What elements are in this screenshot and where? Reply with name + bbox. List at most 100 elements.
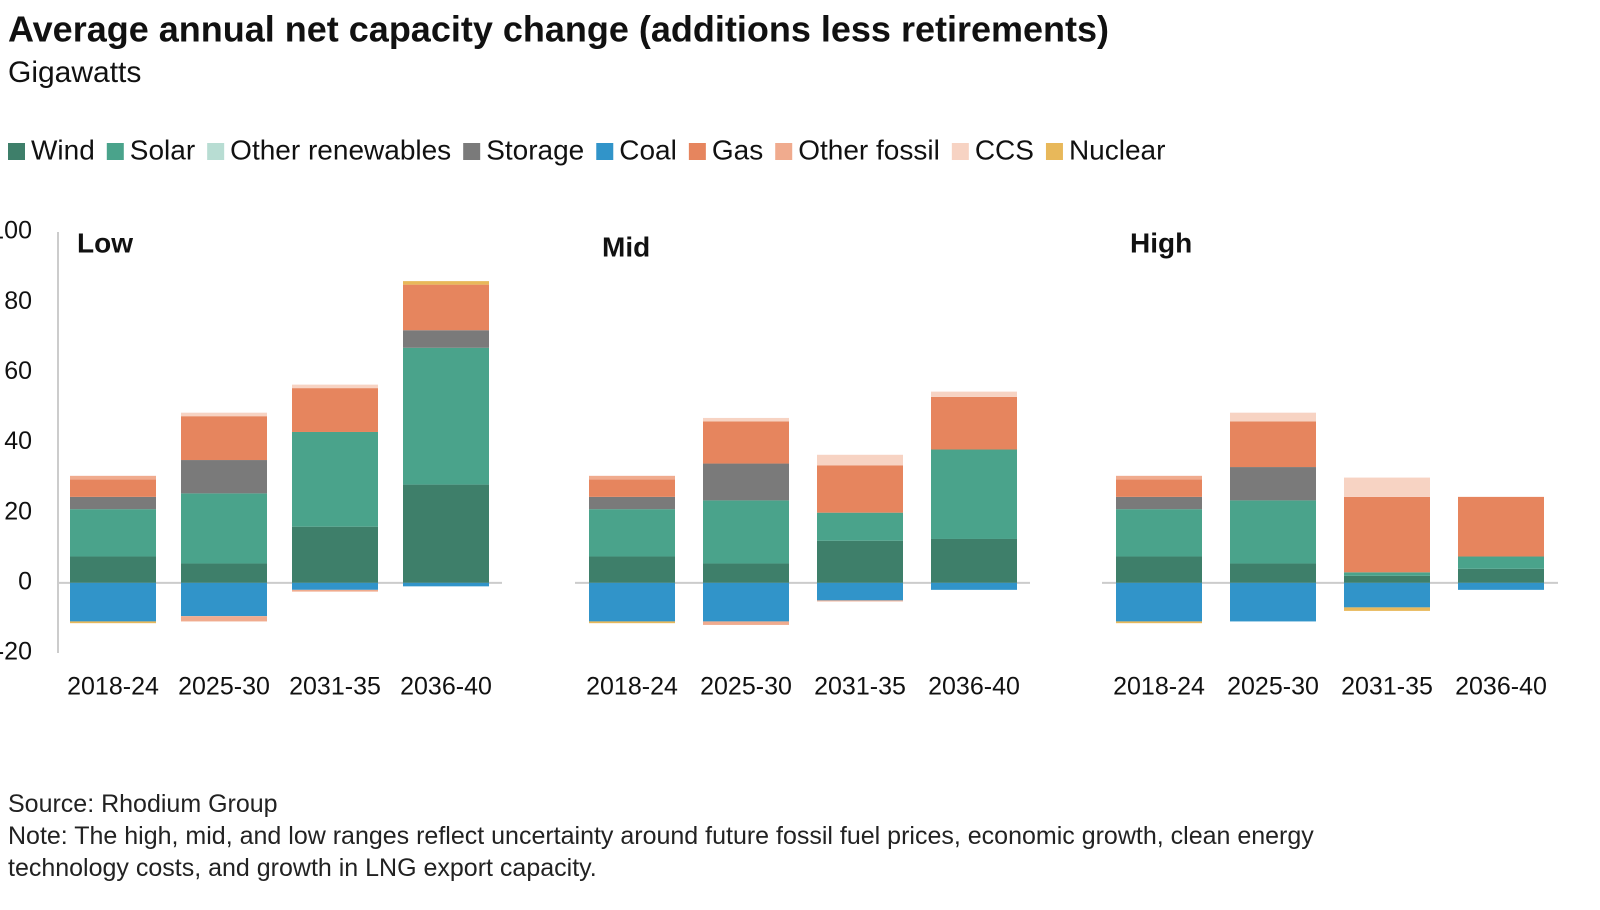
bar-segment [181, 412, 267, 417]
bar-segment [292, 582, 378, 590]
bar-segment [70, 475, 156, 480]
bar-segment [70, 509, 156, 557]
x-tick-label: 2031-35 [289, 673, 381, 701]
bar-segment [589, 479, 675, 497]
legend-label: Solar [130, 134, 195, 165]
bar-segment [403, 347, 489, 485]
bar-segment [70, 621, 156, 624]
bar-segment [817, 512, 903, 541]
bar-segment [292, 431, 378, 527]
bar-segment [181, 416, 267, 461]
bar-segment [403, 284, 489, 331]
bar-segment [931, 582, 1017, 590]
x-tick-label: 2036-40 [1455, 673, 1547, 701]
x-tick-label: 2031-35 [814, 673, 906, 701]
x-tick-label: 2025-30 [1227, 673, 1319, 701]
bar-segment [1116, 556, 1202, 583]
legend-swatch [596, 143, 614, 160]
x-tick-label: 2036-40 [400, 673, 492, 701]
legend-label: CCS [975, 134, 1034, 165]
legend-label: Coal [619, 134, 677, 165]
bar-segment [1344, 496, 1430, 573]
legend-swatch [106, 143, 124, 160]
bar-segment [931, 396, 1017, 450]
y-tick-label: 0 [18, 567, 32, 595]
bar-segment [70, 582, 156, 622]
bar-segment [1344, 607, 1430, 611]
note: Note: The high, mid, and low ranges refl… [8, 822, 1314, 882]
bar-segment [1458, 568, 1544, 583]
bar-segment [292, 384, 378, 389]
bar-segment [817, 540, 903, 583]
bar-segment [589, 496, 675, 510]
legend-label: Other renewables [230, 134, 451, 165]
legend-swatch [207, 143, 225, 160]
legend-swatch [8, 143, 25, 160]
bar-segment [703, 582, 789, 622]
bar-segment [292, 589, 378, 592]
bar-segment [703, 417, 789, 422]
bar-segment [1230, 563, 1316, 583]
legend-label: Wind [31, 134, 95, 165]
footnotes: Source: Rhodium Group Note: The high, mi… [8, 788, 1408, 884]
bar-segment [292, 526, 378, 583]
bar-segment [181, 563, 267, 583]
bar-segment [181, 616, 267, 622]
legend-swatch [688, 143, 706, 160]
bar-segment [1116, 496, 1202, 510]
bar-segment [1344, 582, 1430, 608]
bar-segment [1458, 496, 1544, 557]
bar-segment [181, 582, 267, 617]
legend-label: Nuclear [1069, 134, 1165, 165]
bar-segment [931, 449, 1017, 539]
bar-segment [703, 563, 789, 583]
x-tick-label: 2018-24 [67, 673, 159, 701]
x-tick-label: 2031-35 [1341, 673, 1433, 701]
bar-segment [1116, 582, 1202, 622]
legend-swatch [775, 143, 793, 160]
bar-segment [1116, 479, 1202, 497]
chart-title: Average annual net capacity change (addi… [8, 9, 1109, 50]
bar-segment [1230, 421, 1316, 468]
x-tick-label: 2018-24 [586, 673, 678, 701]
bar-segment [1344, 575, 1430, 583]
bar-segment [1116, 509, 1202, 557]
bar-segment [1230, 500, 1316, 564]
bar-segment [181, 460, 267, 494]
legend-label: Gas [712, 134, 763, 165]
source: Source: Rhodium Group [8, 790, 278, 818]
legend-label: Other fossil [798, 134, 940, 165]
panel-title: High [1130, 227, 1192, 258]
bar-segment [703, 500, 789, 564]
bar-segment [70, 496, 156, 510]
y-tick-label: 40 [4, 427, 32, 455]
x-tick-label: 2025-30 [700, 673, 792, 701]
bar-segment [292, 388, 378, 432]
y-tick-label: 100 [0, 217, 32, 245]
bar-segment [70, 479, 156, 497]
bar-segment [931, 538, 1017, 583]
bar-segment [931, 391, 1017, 397]
bar-segment [589, 556, 675, 583]
bar-segment [403, 582, 489, 587]
bar-segment [1458, 556, 1544, 569]
bar-segment [70, 556, 156, 583]
bar-segment [703, 621, 789, 625]
bar-segment [703, 463, 789, 501]
bar-segment [817, 454, 903, 466]
bar-segment [703, 421, 789, 464]
bar-segment [403, 484, 489, 583]
bar-segment [1344, 477, 1430, 497]
bar-segment [817, 465, 903, 513]
chart-subtitle: Gigawatts [8, 56, 141, 89]
panel-title: Low [77, 227, 133, 258]
bar-segment [589, 582, 675, 622]
bar-segment [1116, 475, 1202, 480]
y-tick-label: -20 [0, 638, 32, 666]
legend-swatch [463, 143, 481, 160]
y-tick-label: 20 [4, 497, 32, 525]
bar-segment [181, 493, 267, 564]
y-tick-label: 80 [4, 287, 32, 315]
panel-title: Mid [602, 231, 650, 262]
